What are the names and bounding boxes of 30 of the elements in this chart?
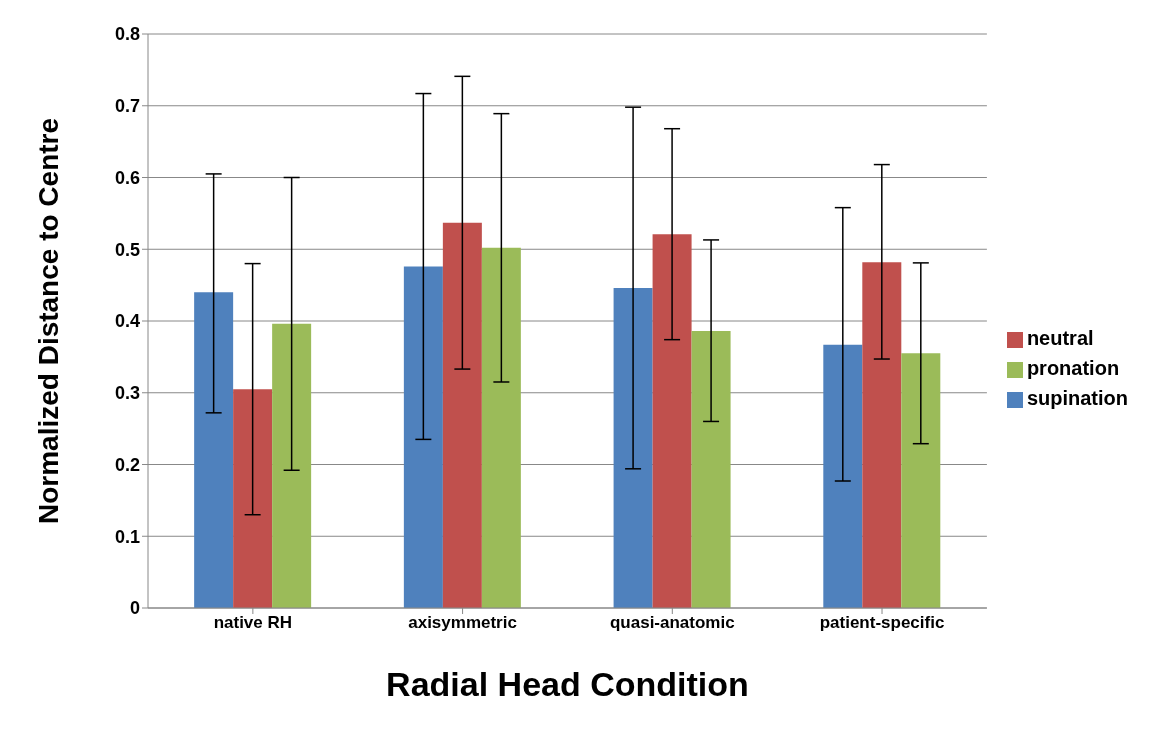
y-tick-label: 0.6	[114, 167, 140, 188]
bar	[901, 353, 941, 608]
bar	[442, 222, 482, 608]
bar	[652, 234, 692, 608]
bar	[613, 288, 653, 608]
x-tick-label: quasi-anatomic	[609, 613, 735, 633]
y-tick-label: 0.2	[114, 454, 140, 475]
y-tick-label: 0.5	[114, 239, 140, 260]
bar	[691, 331, 731, 608]
legend-label: pronation	[1026, 357, 1120, 379]
bar	[823, 344, 863, 608]
y-axis-title: Normalized Distance to Centre	[32, 117, 64, 525]
bar	[194, 292, 234, 608]
x-axis-title: Radial Head Condition	[386, 665, 749, 703]
bar	[233, 389, 273, 608]
legend-label: neutral	[1026, 327, 1094, 349]
x-tick-label: axisymmetric	[408, 613, 517, 633]
legend-label: supination	[1026, 387, 1128, 409]
bar	[862, 262, 902, 608]
y-tick-label: 0.4	[114, 311, 140, 332]
bar	[272, 323, 312, 608]
y-tick-label: 0	[129, 598, 140, 619]
y-tick-label: 0.7	[114, 96, 140, 117]
x-tick-label: patient-specific	[819, 613, 945, 633]
y-tick-label: 0.1	[114, 526, 140, 547]
bar	[403, 266, 443, 608]
y-tick-label: 0.8	[114, 24, 140, 45]
x-tick-label: native RH	[213, 613, 293, 633]
bar	[481, 247, 521, 608]
y-tick-label: 0.3	[114, 383, 140, 404]
